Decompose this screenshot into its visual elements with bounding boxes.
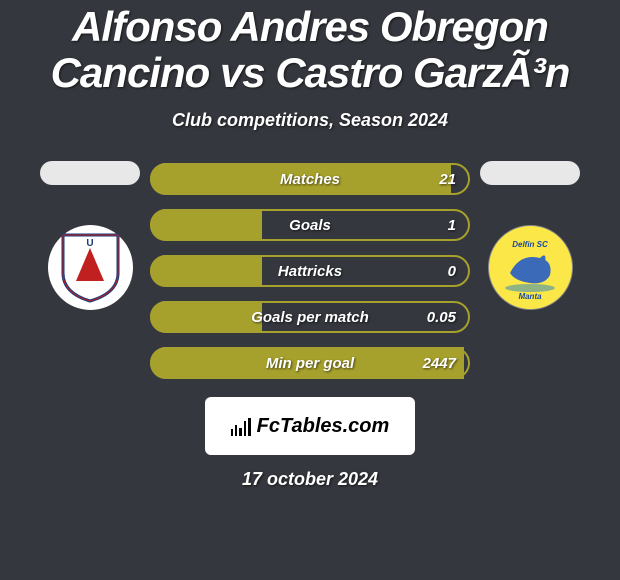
dolphin-icon: Delfin SC Manta <box>495 233 565 303</box>
stat-value: 1 <box>448 217 456 234</box>
stat-label: Goals per match <box>251 309 369 326</box>
team-badge-left: U <box>48 225 133 310</box>
subtitle: Club competitions, Season 2024 <box>0 110 620 131</box>
player-right-photo <box>480 161 580 185</box>
chart-icon <box>231 416 251 436</box>
stat-row-mpg: Min per goal 2447 <box>150 347 470 379</box>
stat-bar-fill <box>150 301 262 333</box>
svg-text:Delfin SC: Delfin SC <box>512 240 548 249</box>
comparison-card: Alfonso Andres Obregon Cancino vs Castro… <box>0 0 620 580</box>
stat-row-gpm: Goals per match 0.05 <box>150 301 470 333</box>
stat-label: Matches <box>280 171 340 188</box>
player-left-photo <box>40 161 140 185</box>
stat-bar-fill <box>150 255 262 287</box>
stat-value: 0 <box>448 263 456 280</box>
logo-text: FcTables.com <box>257 415 390 438</box>
stat-label: Hattricks <box>278 263 342 280</box>
svg-text:U: U <box>86 238 93 249</box>
date-text: 17 october 2024 <box>0 469 620 490</box>
stat-value: 2447 <box>423 355 456 372</box>
svg-text:Manta: Manta <box>518 292 542 301</box>
stat-row-goals: Goals 1 <box>150 209 470 241</box>
team-badge-right: Delfin SC Manta <box>488 225 573 310</box>
stat-value: 21 <box>439 171 456 188</box>
stat-label: Min per goal <box>266 355 354 372</box>
player-left-column: U <box>40 161 140 310</box>
player-right-column: Delfin SC Manta <box>480 161 580 310</box>
stat-bar-fill <box>150 209 262 241</box>
stat-row-hattricks: Hattricks 0 <box>150 255 470 287</box>
site-logo: FcTables.com <box>205 397 415 455</box>
stat-value: 0.05 <box>427 309 456 326</box>
content-row: U Matches 21 Goals 1 Hattricks 0 <box>0 161 620 379</box>
shield-icon: U <box>58 233 123 303</box>
stats-column: Matches 21 Goals 1 Hattricks 0 Goals per… <box>150 161 470 379</box>
stat-label: Goals <box>289 217 331 234</box>
stat-row-matches: Matches 21 <box>150 163 470 195</box>
page-title: Alfonso Andres Obregon Cancino vs Castro… <box>0 4 620 96</box>
